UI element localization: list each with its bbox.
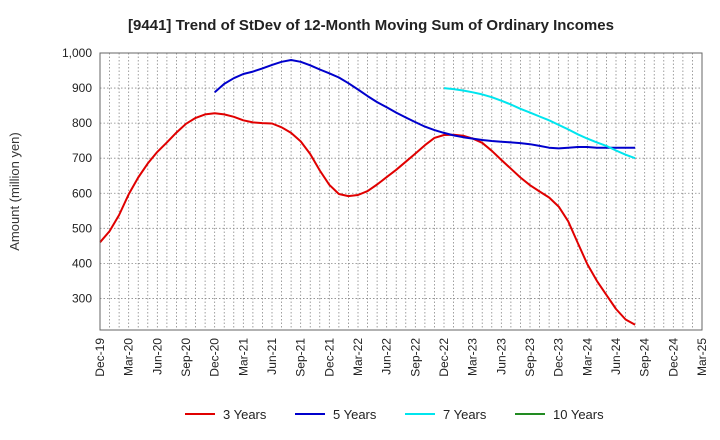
x-tick-label: Sep-20 [179, 338, 193, 377]
x-tick-label: Sep-22 [408, 338, 422, 377]
x-tick-label: Jun-22 [380, 338, 394, 375]
x-tick-label: Mar-23 [466, 338, 480, 376]
legend-label: 7 Years [443, 407, 487, 422]
legend: 3 Years 5 Years 7 Years 10 Years [185, 407, 604, 422]
x-tick-label: Mar-24 [580, 338, 594, 376]
legend-label: 10 Years [553, 407, 604, 422]
series-line-1 [99, 112, 636, 326]
x-tick-label: Sep-23 [523, 338, 537, 377]
y-tick-label: 800 [72, 116, 92, 130]
x-tick-label: Dec-21 [322, 338, 336, 377]
series-line-2 [214, 59, 636, 150]
x-tick-label: Jun-21 [265, 338, 279, 375]
grid [100, 52, 702, 330]
y-axis-label: Amount (million yen) [7, 132, 22, 251]
y-axis-ticks: 300 400 500 600 700 800 900 1,000 [62, 46, 92, 305]
x-tick-label: Mar-21 [236, 338, 250, 376]
series-layer [99, 59, 636, 326]
legend-label: 3 Years [223, 407, 267, 422]
x-tick-label: Sep-21 [294, 338, 308, 377]
x-tick-label: Dec-20 [208, 338, 222, 377]
x-tick-label: Jun-20 [150, 338, 164, 375]
y-tick-label: 600 [72, 186, 92, 200]
plot-frame [99, 52, 703, 331]
x-axis-ticks: Dec-19 Mar-20 Jun-20 Sep-20 Dec-20 Mar-21 Jun-… [93, 338, 709, 377]
y-tick-label: 1,000 [62, 46, 92, 60]
y-tick-label: 500 [72, 221, 92, 235]
y-tick-label: 400 [72, 256, 92, 270]
plot-area [100, 53, 702, 330]
series-line-3 [443, 87, 636, 160]
legend-label: 5 Years [333, 407, 377, 422]
x-tick-label: Dec-24 [666, 338, 680, 377]
x-tick-label: Dec-23 [552, 338, 566, 377]
x-tick-label: Mar-25 [695, 338, 709, 376]
x-tick-label: Jun-23 [494, 338, 508, 375]
x-tick-label: Dec-19 [93, 338, 107, 377]
x-tick-label: Sep-24 [638, 338, 652, 377]
y-tick-label: 700 [72, 151, 92, 165]
y-tick-label: 300 [72, 291, 92, 305]
x-tick-label: Dec-22 [437, 338, 451, 377]
x-tick-label: Jun-24 [609, 338, 623, 375]
x-tick-label: Mar-22 [351, 338, 365, 376]
chart-title: [9441] Trend of StDev of 12-Month Moving… [128, 17, 614, 34]
y-tick-label: 900 [72, 81, 92, 95]
x-tick-label: Mar-20 [122, 338, 136, 376]
